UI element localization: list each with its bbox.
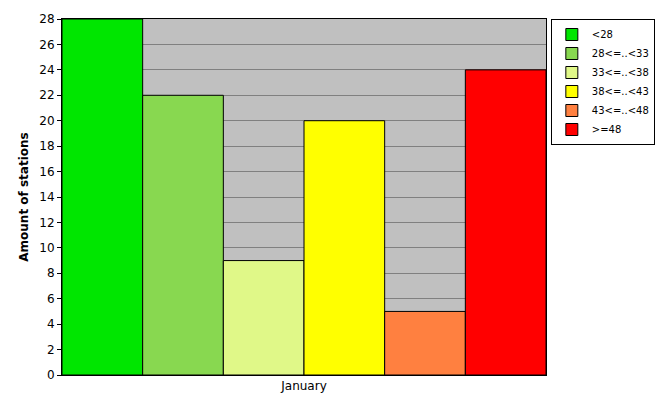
svg-text:43<=..<48: 43<=..<48 [592,105,649,116]
svg-text:4: 4 [47,317,55,331]
svg-text:26: 26 [39,38,54,52]
svg-text:22: 22 [39,88,54,102]
svg-text:8: 8 [47,266,55,280]
svg-text:18: 18 [39,139,54,153]
svg-text:2: 2 [47,343,55,357]
svg-text:>=48: >=48 [592,124,621,135]
svg-text:<28: <28 [592,29,613,40]
svg-text:16: 16 [39,165,54,179]
svg-text:6: 6 [47,292,55,306]
svg-text:January: January [280,379,327,393]
svg-text:14: 14 [39,190,54,204]
svg-text:28<=..<33: 28<=..<33 [592,48,649,59]
svg-text:12: 12 [39,216,54,230]
svg-text:20: 20 [39,114,54,128]
svg-text:38<=..<43: 38<=..<43 [592,86,649,97]
svg-text:10: 10 [39,241,54,255]
svg-text:0: 0 [47,368,55,382]
svg-text:33<=..<38: 33<=..<38 [592,67,649,78]
svg-text:28: 28 [39,12,54,26]
svg-text:Amount of stations: Amount of stations [17,132,31,261]
svg-text:24: 24 [39,63,54,77]
